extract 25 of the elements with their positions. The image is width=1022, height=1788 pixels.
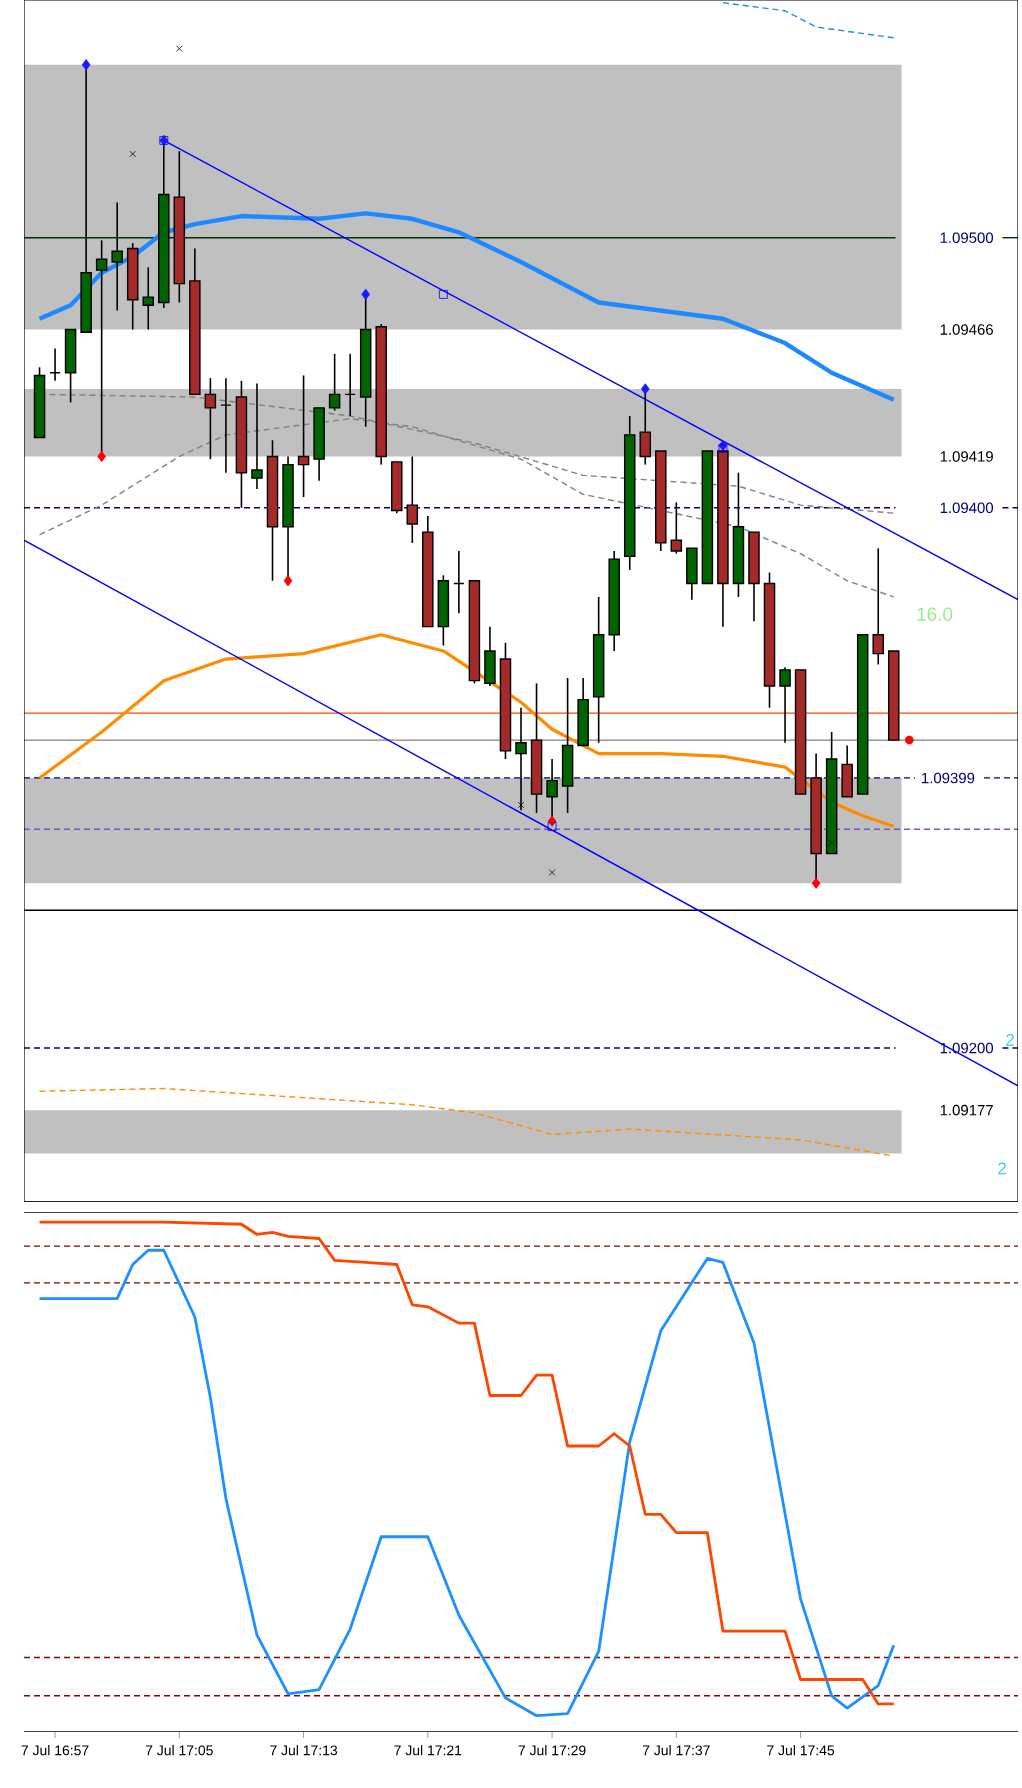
candlestick xyxy=(437,574,450,647)
candlestick xyxy=(111,201,123,312)
candlestick xyxy=(297,374,310,498)
annotation: 16.0 xyxy=(917,607,953,621)
candlestick xyxy=(577,677,589,747)
candlestick xyxy=(406,455,419,544)
candlestick xyxy=(251,382,263,490)
candlestick xyxy=(328,353,341,412)
candlestick xyxy=(841,744,853,798)
candlestick xyxy=(142,266,155,331)
candlestick xyxy=(515,706,527,812)
candlestick xyxy=(686,547,698,601)
candlestick xyxy=(561,677,574,814)
annotation: 2 xyxy=(1006,1033,1014,1046)
candlestick xyxy=(484,625,496,687)
candlestick xyxy=(670,501,683,555)
candlestick xyxy=(872,547,884,666)
candlestick xyxy=(204,377,217,460)
candlestick xyxy=(453,550,465,614)
candlestick xyxy=(64,328,77,404)
candlestick xyxy=(344,353,356,417)
annotation: 2 xyxy=(998,1162,1006,1175)
candlestick xyxy=(220,377,232,474)
candlestick xyxy=(49,347,61,382)
candlestick xyxy=(779,666,791,744)
